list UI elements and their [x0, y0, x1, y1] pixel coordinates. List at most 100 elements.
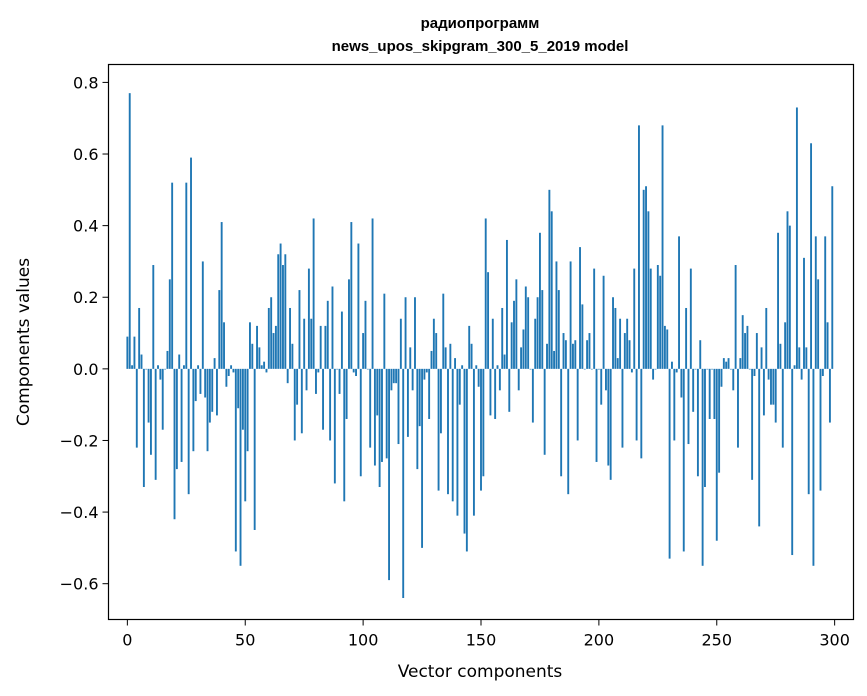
bar — [527, 297, 530, 369]
x-axis-ticks: 0 50 100 150 200 250 300 — [122, 619, 850, 650]
bar — [727, 358, 730, 369]
bar — [234, 368, 237, 552]
bar — [737, 368, 739, 448]
bar — [383, 293, 386, 369]
bar — [798, 347, 801, 369]
bar — [784, 322, 787, 369]
bar — [149, 368, 152, 455]
bar — [159, 368, 162, 380]
bar — [810, 143, 813, 369]
bar — [289, 307, 291, 369]
x-tick-label: 250 — [701, 631, 732, 650]
bar — [515, 279, 518, 369]
bar — [194, 368, 197, 402]
bar — [399, 318, 402, 369]
bar — [498, 368, 501, 391]
bar — [753, 368, 756, 377]
bar — [692, 368, 695, 412]
bar — [812, 368, 815, 566]
bar — [586, 340, 589, 369]
bar — [508, 368, 511, 412]
bar — [284, 254, 287, 369]
bar — [487, 272, 490, 369]
bar — [767, 368, 770, 380]
bar — [623, 333, 626, 369]
bar — [494, 368, 497, 419]
bar — [626, 318, 629, 369]
bar — [638, 125, 640, 369]
bar — [246, 368, 249, 452]
bar — [803, 257, 805, 369]
bar — [593, 268, 596, 369]
bar — [338, 368, 341, 394]
bar — [720, 368, 723, 387]
bar — [373, 368, 376, 466]
bar — [364, 300, 367, 369]
chart-subtitle: news_upos_skipgram_300_5_2019 model — [332, 38, 629, 55]
bar — [567, 368, 570, 495]
bar — [286, 368, 289, 384]
bar — [258, 347, 261, 369]
bar — [366, 368, 369, 370]
bar — [513, 300, 515, 369]
bar — [539, 232, 541, 369]
bar — [708, 368, 711, 419]
bar — [607, 368, 610, 466]
bar — [126, 336, 129, 369]
bar — [663, 325, 666, 369]
bar — [329, 368, 332, 441]
bar — [600, 368, 603, 405]
bar — [378, 368, 381, 488]
bar — [362, 333, 365, 369]
bar — [168, 279, 171, 369]
bar — [748, 368, 751, 370]
bar — [687, 368, 690, 445]
bar — [147, 368, 150, 423]
bar — [251, 343, 254, 369]
bar — [661, 125, 664, 369]
bar — [786, 211, 789, 369]
bar — [633, 268, 636, 369]
bar — [746, 325, 749, 369]
bar — [704, 368, 706, 488]
bar — [307, 268, 310, 369]
bar — [418, 368, 421, 427]
bar — [819, 368, 822, 491]
bar — [463, 368, 466, 534]
bar — [572, 343, 574, 369]
bar — [404, 297, 407, 369]
bar — [711, 368, 713, 370]
bar — [529, 368, 532, 370]
bar — [588, 333, 591, 369]
bar — [428, 368, 431, 419]
bar — [131, 365, 134, 369]
bar — [654, 368, 657, 370]
bar — [303, 318, 306, 369]
bar — [348, 279, 350, 369]
bar — [312, 218, 315, 369]
bar — [385, 368, 388, 459]
bar — [602, 275, 605, 369]
bar — [774, 368, 777, 423]
bar — [267, 307, 270, 369]
bar — [152, 265, 155, 369]
bar — [689, 268, 692, 369]
bar — [187, 368, 190, 495]
bar — [522, 329, 525, 369]
bar — [317, 368, 320, 373]
bar — [675, 368, 678, 373]
bar — [828, 368, 831, 423]
bar — [456, 368, 459, 516]
bar — [220, 222, 223, 369]
bar — [496, 365, 499, 369]
bar — [694, 368, 697, 370]
bar — [503, 354, 506, 369]
bar — [520, 347, 523, 369]
bar — [175, 368, 178, 470]
bar — [791, 368, 794, 556]
bar — [788, 225, 791, 369]
bar — [442, 293, 445, 369]
bar — [421, 368, 424, 548]
bar — [239, 368, 242, 566]
